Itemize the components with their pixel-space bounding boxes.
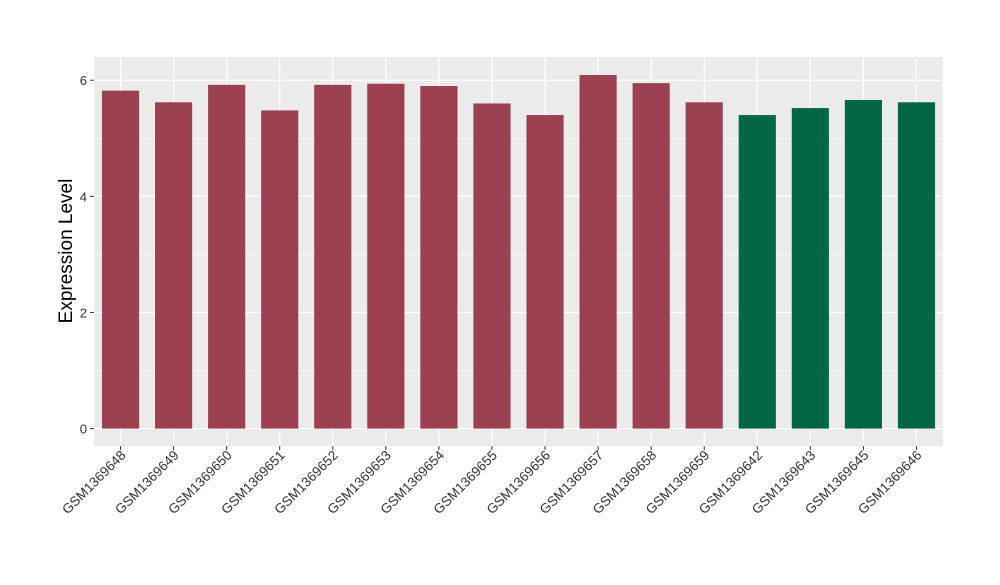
bar-GSM1369650 xyxy=(208,84,246,429)
bar-GSM1369646 xyxy=(897,102,936,429)
y-tick-label: 6 xyxy=(80,73,87,88)
bar-GSM1369642 xyxy=(738,115,776,429)
bar-GSM1369654 xyxy=(420,86,458,429)
bar-GSM1369651 xyxy=(261,110,299,429)
bars xyxy=(101,74,936,429)
bar-GSM1369645 xyxy=(844,99,882,429)
bar-GSM1369649 xyxy=(155,102,193,429)
bar-GSM1369652 xyxy=(314,84,352,429)
bar-GSM1369648 xyxy=(101,90,140,429)
bar-GSM1369656 xyxy=(526,115,564,429)
y-tick-label: 2 xyxy=(80,305,87,320)
y-axis-title: Expression Level xyxy=(56,179,77,324)
y-tick-label: 0 xyxy=(80,422,87,437)
bar-GSM1369659 xyxy=(685,102,723,429)
bar-GSM1369653 xyxy=(367,83,405,429)
y-tick-label: 4 xyxy=(80,189,87,204)
bar-GSM1369655 xyxy=(473,103,511,429)
bar-GSM1369643 xyxy=(791,108,829,429)
bar-GSM1369658 xyxy=(632,83,670,429)
bar-GSM1369657 xyxy=(579,74,617,429)
